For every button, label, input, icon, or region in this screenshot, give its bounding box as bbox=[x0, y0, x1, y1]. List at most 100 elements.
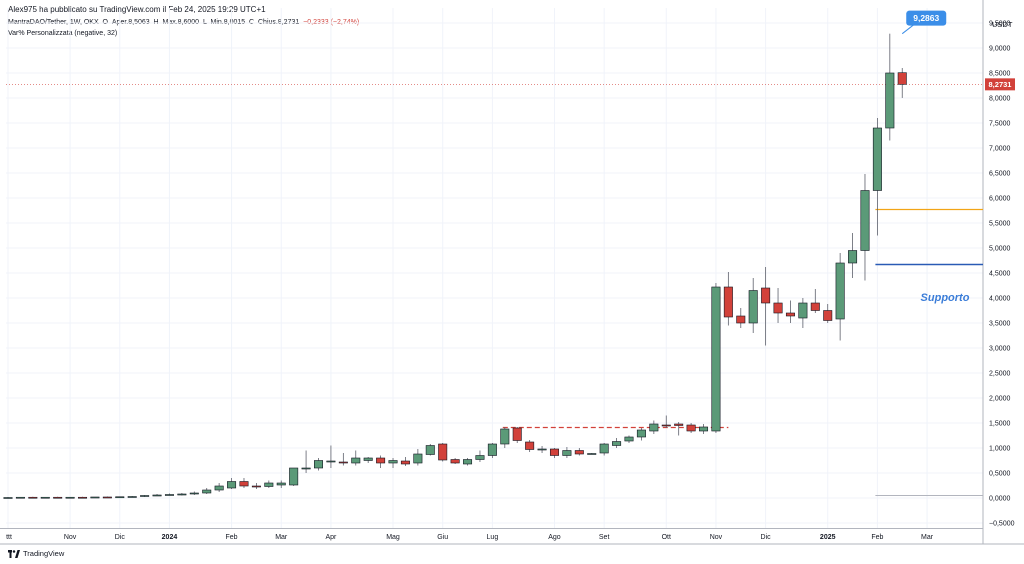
candle-body[interactable] bbox=[338, 461, 348, 464]
candle-body[interactable] bbox=[351, 457, 361, 464]
candle-body[interactable] bbox=[289, 467, 299, 486]
candle-body[interactable] bbox=[15, 496, 25, 499]
candle-body[interactable] bbox=[363, 457, 373, 461]
candle-body[interactable] bbox=[537, 448, 547, 451]
candle-body[interactable] bbox=[313, 460, 323, 469]
candle-body[interactable] bbox=[748, 290, 758, 324]
candle-body[interactable] bbox=[227, 481, 237, 489]
candle-body[interactable] bbox=[549, 448, 559, 456]
candle-body[interactable] bbox=[388, 460, 398, 464]
y-tick-label: 9,5000 bbox=[989, 21, 1011, 28]
candle-body[interactable] bbox=[487, 443, 497, 456]
y-tick-label: 3,0000 bbox=[989, 346, 1011, 353]
candle-body[interactable] bbox=[65, 496, 75, 499]
x-tick-label: Feb bbox=[871, 534, 883, 541]
candle-body[interactable] bbox=[848, 250, 858, 264]
candle-body[interactable] bbox=[835, 262, 845, 320]
candle-body[interactable] bbox=[785, 312, 795, 317]
y-tick-label: 5,0000 bbox=[989, 246, 1011, 253]
support-annotation: Supporto bbox=[921, 292, 970, 304]
candle-body[interactable] bbox=[736, 315, 746, 324]
x-tick-label: 2024 bbox=[162, 534, 178, 541]
candle-body[interactable] bbox=[53, 496, 63, 499]
candle-body[interactable] bbox=[649, 423, 659, 432]
candle-body[interactable] bbox=[699, 426, 709, 432]
candle-body[interactable] bbox=[239, 481, 249, 487]
candle-body[interactable] bbox=[425, 445, 435, 455]
candle-body[interactable] bbox=[587, 453, 597, 455]
candle-body[interactable] bbox=[463, 459, 473, 465]
last-price-tag bbox=[985, 78, 1015, 91]
candle-body[interactable] bbox=[276, 482, 286, 486]
candle-body[interactable] bbox=[711, 286, 721, 432]
candle-body[interactable] bbox=[872, 127, 882, 191]
candle-body[interactable] bbox=[202, 489, 212, 494]
candle-body[interactable] bbox=[798, 302, 808, 319]
candle-body[interactable] bbox=[885, 72, 895, 129]
indicator-label[interactable]: Var% Personalizzata (negative, 32) bbox=[8, 30, 118, 37]
tradingview-logo-icon bbox=[8, 549, 20, 558]
y-tick-label: 7,5000 bbox=[989, 121, 1011, 128]
candle-body[interactable] bbox=[574, 450, 584, 455]
candle-body[interactable] bbox=[189, 492, 199, 495]
x-tick-label: Dic bbox=[115, 534, 126, 541]
candle-body[interactable] bbox=[450, 459, 460, 464]
candle-body[interactable] bbox=[525, 441, 535, 450]
y-tick-label: 8,5000 bbox=[989, 71, 1011, 78]
candle-body[interactable] bbox=[897, 72, 907, 85]
candle-body[interactable] bbox=[810, 302, 820, 311]
candle-body[interactable] bbox=[78, 496, 88, 499]
y-tick-label: 6,5000 bbox=[989, 171, 1011, 178]
candle-body[interactable] bbox=[326, 460, 336, 463]
tradingview-logo[interactable]: TradingView bbox=[8, 549, 64, 558]
candle-body[interactable] bbox=[177, 493, 187, 496]
last-price-value: 8,2731 bbox=[989, 80, 1012, 89]
candle-body[interactable] bbox=[823, 310, 833, 321]
y-tick-label: 5,5000 bbox=[989, 221, 1011, 228]
y-tick-label: 6,0000 bbox=[989, 196, 1011, 203]
candle-body[interactable] bbox=[761, 287, 771, 304]
x-tick-label: Ott bbox=[662, 534, 671, 541]
candle-body[interactable] bbox=[400, 460, 410, 465]
candle-body[interactable] bbox=[264, 482, 274, 487]
published-info: Alex975 ha pubblicato su TradingView.com… bbox=[8, 5, 266, 14]
candle-body[interactable] bbox=[115, 496, 125, 499]
candle-body[interactable] bbox=[860, 190, 870, 251]
candle-body[interactable] bbox=[773, 302, 783, 314]
candle-body[interactable] bbox=[500, 428, 510, 445]
y-tick-label: 1,0000 bbox=[989, 446, 1011, 453]
candle-body[interactable] bbox=[376, 457, 386, 464]
candle-body[interactable] bbox=[661, 424, 671, 427]
candle-body[interactable] bbox=[475, 455, 485, 460]
candle-body[interactable] bbox=[723, 286, 733, 318]
y-tick-label: 1,5000 bbox=[989, 421, 1011, 428]
candle-body[interactable] bbox=[562, 450, 572, 456]
candle-body[interactable] bbox=[28, 496, 38, 499]
candle-body[interactable] bbox=[612, 441, 622, 446]
candle-body[interactable] bbox=[164, 494, 174, 496]
candle-body[interactable] bbox=[512, 427, 522, 441]
candle-body[interactable] bbox=[599, 443, 609, 454]
callout-box[interactable] bbox=[906, 10, 947, 26]
candle-body[interactable] bbox=[686, 424, 696, 432]
x-tick-label: Nov bbox=[64, 534, 77, 541]
candle-body[interactable] bbox=[152, 494, 162, 497]
candle-body[interactable] bbox=[90, 496, 100, 499]
x-tick-label: Set bbox=[599, 534, 610, 541]
candle-body[interactable] bbox=[214, 485, 224, 491]
candle-body[interactable] bbox=[636, 429, 646, 438]
candle-body[interactable] bbox=[40, 496, 50, 499]
candle-body[interactable] bbox=[127, 496, 137, 498]
candle-body[interactable] bbox=[624, 436, 634, 442]
candle-body[interactable] bbox=[674, 423, 684, 426]
candle-body[interactable] bbox=[301, 467, 311, 470]
candle-body[interactable] bbox=[102, 496, 112, 499]
candle-body[interactable] bbox=[413, 453, 423, 464]
candle-body[interactable] bbox=[251, 485, 261, 488]
unit-label: USDT bbox=[992, 20, 1013, 29]
x-tick-label: Mag bbox=[386, 534, 400, 541]
candle-body[interactable] bbox=[140, 495, 150, 497]
candle-body[interactable] bbox=[3, 497, 13, 499]
candle-body[interactable] bbox=[438, 443, 448, 461]
